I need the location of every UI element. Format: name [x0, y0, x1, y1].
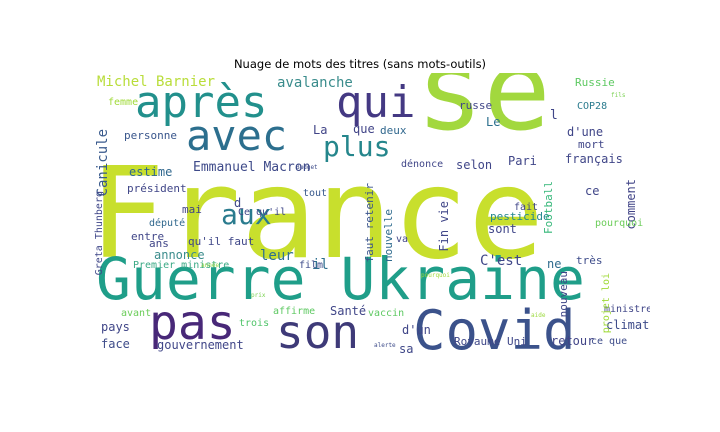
word-pourquoi: pourquoi — [595, 218, 644, 229]
word-gouvernement: gouvernement — [157, 338, 244, 352]
word-selon: selon — [456, 158, 493, 172]
word-cloud: France se Guerre Ukraine Covid son pas a… — [91, 73, 650, 358]
word-russe: russe — [459, 99, 493, 112]
word-tres: très — [576, 254, 603, 267]
word-paris: Pari — [508, 154, 537, 168]
word-va: va — [396, 234, 409, 245]
word-climat: climat — [606, 318, 650, 332]
word-tout: tout — [303, 188, 328, 199]
word-son: son — [276, 305, 360, 358]
word-ministre: ministre — [604, 304, 650, 315]
word-fait: fait — [514, 202, 539, 213]
word-le: Le — [486, 115, 501, 129]
word-fils: fils — [611, 92, 626, 99]
word-annee: année — [201, 262, 220, 269]
word-aux: aux — [221, 198, 272, 231]
word-apres: après — [135, 77, 268, 128]
word-ans: ans — [149, 237, 169, 250]
word-sante: Santé — [330, 304, 367, 318]
word-michel-barnier: Michel Barnier — [97, 74, 216, 90]
word-russie: Russie — [575, 76, 615, 89]
word-pas: pas — [149, 295, 236, 351]
word-se: se — [416, 73, 551, 156]
word-estime: estime — [129, 165, 173, 179]
word-president: président — [127, 182, 187, 195]
word-sont: sont — [488, 222, 517, 236]
word-avec: avec — [186, 111, 288, 160]
word-cest: C'est — [480, 253, 523, 269]
word-emmanuel-macron: Emmanuel Macron — [193, 160, 311, 175]
word-ce-que: ce que — [591, 336, 628, 347]
word-qui: qui — [336, 77, 416, 128]
word-avant: avant — [121, 308, 152, 319]
word-prix: prix — [251, 292, 266, 299]
word-covid: Covid — [413, 299, 576, 358]
chart-title: Nuage de mots des titres (sans mots-outi… — [233, 57, 487, 71]
word-d: d — [234, 196, 242, 210]
word-dun: d'un — [402, 323, 431, 337]
word-que: que — [353, 122, 375, 136]
word-greta-thunberg: Greta Thunberg — [94, 191, 105, 276]
word-la: La — [313, 123, 328, 137]
word-retour: retour — [551, 334, 595, 348]
word-affirme: affirme — [273, 306, 316, 317]
word-plus: plus — [323, 130, 391, 163]
word-deux: deux — [380, 124, 407, 137]
word-royaume-uni: Royaume Uni — [454, 335, 527, 348]
word-fin-vie: Fin vie — [437, 201, 451, 252]
word-ne: ne — [547, 257, 562, 271]
word-annonce: annonce — [154, 248, 205, 262]
word-guerre-ukraine: Guerre Ukraine — [96, 245, 585, 313]
word-pesticide: pesticide — [490, 210, 550, 223]
word-budget: Budget — [296, 164, 318, 171]
word-mai: mai — [182, 203, 202, 216]
word-alerte: alerte — [374, 342, 396, 349]
word-femme: femme — [108, 97, 139, 108]
word-aide: aide — [531, 312, 546, 319]
word-faut-retenir: faut retenir — [363, 183, 376, 263]
word-dune: d'une — [567, 125, 604, 139]
word-cop28: COP28 — [577, 101, 608, 112]
word-sa: sa — [399, 342, 414, 356]
word-premier-ministre: Premier ministre — [133, 260, 230, 271]
word-denonce: dénonce — [401, 159, 444, 170]
word-film: film — [299, 260, 324, 271]
word-ce-quil: Ce qu'il — [238, 207, 287, 218]
word-leur: leur — [260, 248, 294, 264]
word-projet-loi: projet loi — [601, 273, 612, 334]
word-nouvelle: nouvelle — [382, 209, 395, 262]
word-pourquoi-small: pourquoi — [421, 272, 450, 279]
word-pays: pays — [101, 320, 130, 334]
word-depute: député — [149, 218, 186, 229]
word-francais: français — [565, 152, 623, 166]
word-avalanche: avalanche — [277, 75, 353, 91]
word-il: il — [312, 257, 329, 273]
word-trois: trois — [239, 318, 270, 329]
word-mort: mort — [578, 138, 605, 151]
word-entre: entre — [131, 230, 165, 243]
word-canicule: Canicule — [95, 129, 111, 197]
word-france: France — [91, 140, 545, 287]
word-nouveau: nouveau — [557, 271, 570, 318]
word-l: l — [550, 108, 558, 123]
word-ce: ce — [585, 184, 600, 198]
word-personne: personne — [124, 129, 177, 142]
word-football: Football — [542, 181, 555, 234]
word-face: face — [101, 337, 130, 351]
word-quil-faut: qu'il faut — [188, 235, 255, 248]
word-vaccin: vaccin — [368, 308, 405, 319]
